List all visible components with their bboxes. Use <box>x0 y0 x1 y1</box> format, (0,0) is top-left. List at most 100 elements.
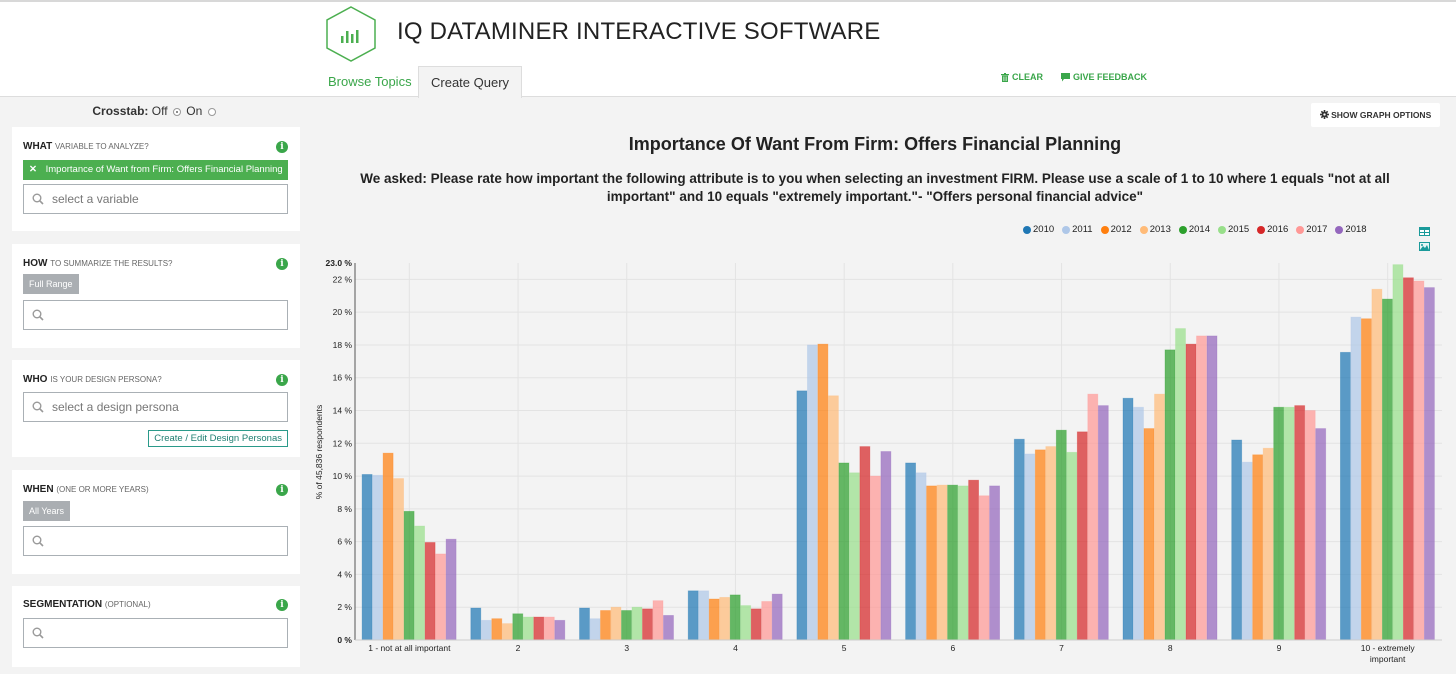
bar-2014-1[interactable] <box>403 510 415 641</box>
years-search-input[interactable] <box>52 534 272 548</box>
summary-chip[interactable]: Full Range <box>23 274 79 294</box>
bar-2016-1[interactable] <box>424 542 436 641</box>
info-icon[interactable]: i <box>276 141 288 153</box>
bar-2010-1[interactable] <box>361 474 373 641</box>
bar-2015-5[interactable] <box>849 472 860 641</box>
bar-2018-5[interactable] <box>880 451 892 641</box>
bar-2013-7[interactable] <box>1045 446 1057 641</box>
bar-2015-1[interactable] <box>414 525 426 641</box>
bar-2013-6[interactable] <box>936 484 948 641</box>
bar-2016-8[interactable] <box>1185 343 1197 641</box>
give-feedback-button[interactable]: GIVE FEEDBACK <box>1061 72 1147 82</box>
bar-2014-8[interactable] <box>1164 349 1176 641</box>
bar-2010-8[interactable] <box>1122 397 1134 641</box>
bar-2010-4[interactable] <box>687 590 699 641</box>
bar-2014-4[interactable] <box>729 594 741 641</box>
variable-search-input[interactable] <box>52 192 272 206</box>
crosstab-on-radio[interactable] <box>207 107 216 116</box>
bar-2016-7[interactable] <box>1076 431 1088 641</box>
bar-2013-5[interactable] <box>828 395 839 641</box>
image-export-icon[interactable] <box>1419 242 1430 251</box>
bar-2012-7[interactable] <box>1034 449 1046 641</box>
bar-2015-7[interactable] <box>1066 451 1078 641</box>
bar-2015-8[interactable] <box>1175 328 1186 641</box>
tab-browse-topics[interactable]: Browse Topics <box>328 74 412 89</box>
legend-item-2017[interactable]: 2017 <box>1296 224 1327 235</box>
bar-2012-6[interactable] <box>926 485 937 641</box>
summary-search-input[interactable] <box>52 308 272 322</box>
bar-2012-8[interactable] <box>1143 428 1155 641</box>
bar-2017-10[interactable] <box>1413 280 1425 641</box>
bar-2017-5[interactable] <box>870 475 881 641</box>
bar-2016-2[interactable] <box>533 616 545 641</box>
bar-2013-9[interactable] <box>1262 447 1274 641</box>
segmentation-search-input[interactable] <box>52 626 272 640</box>
bar-2010-2[interactable] <box>470 607 482 641</box>
persona-search[interactable] <box>23 392 288 422</box>
variable-search[interactable] <box>23 184 288 214</box>
years-chip[interactable]: All Years <box>23 501 71 521</box>
bar-2016-10[interactable] <box>1403 277 1414 641</box>
bar-2010-5[interactable] <box>796 390 808 641</box>
bar-2011-10[interactable] <box>1350 316 1362 641</box>
bar-2017-1[interactable] <box>435 553 447 641</box>
clear-button[interactable]: CLEAR <box>1001 72 1043 82</box>
bar-2012-4[interactable] <box>708 598 720 641</box>
bar-2012-9[interactable] <box>1252 454 1264 641</box>
bar-2013-1[interactable] <box>393 478 405 641</box>
bar-2013-2[interactable] <box>501 623 513 641</box>
tab-create-query[interactable]: Create Query <box>418 66 523 98</box>
bar-2011-1[interactable] <box>372 474 384 641</box>
bar-2015-4[interactable] <box>740 605 752 641</box>
remove-variable-icon[interactable]: ✕ <box>29 164 37 175</box>
bar-2014-7[interactable] <box>1055 429 1067 641</box>
bar-2011-8[interactable] <box>1133 406 1144 641</box>
legend-item-2014[interactable]: 2014 <box>1178 224 1210 235</box>
bar-2016-3[interactable] <box>642 608 653 641</box>
bar-2014-10[interactable] <box>1382 298 1393 641</box>
legend-item-2012[interactable]: 2012 <box>1100 224 1132 235</box>
bar-2014-2[interactable] <box>512 613 524 641</box>
bar-2010-6[interactable] <box>905 462 916 641</box>
legend-item-2010[interactable]: 2010 <box>1023 224 1054 235</box>
bar-2011-9[interactable] <box>1241 461 1253 641</box>
crosstab-off-radio[interactable] <box>172 107 181 116</box>
bar-2018-6[interactable] <box>989 485 1000 641</box>
bar-2015-2[interactable] <box>522 616 534 641</box>
bar-2011-7[interactable] <box>1024 453 1036 641</box>
bar-2012-5[interactable] <box>817 343 829 641</box>
bar-2011-5[interactable] <box>807 344 818 641</box>
bar-2018-7[interactable] <box>1097 405 1109 641</box>
bar-2013-10[interactable] <box>1371 288 1383 641</box>
info-icon[interactable]: i <box>276 599 288 611</box>
years-search[interactable] <box>23 526 288 556</box>
table-view-icon[interactable] <box>1419 227 1430 236</box>
bar-2018-8[interactable] <box>1206 335 1218 641</box>
segmentation-search[interactable] <box>23 618 288 648</box>
info-icon[interactable]: i <box>276 484 288 496</box>
bar-2010-3[interactable] <box>579 607 590 641</box>
bar-2015-10[interactable] <box>1392 264 1404 641</box>
bar-2014-9[interactable] <box>1273 406 1285 641</box>
show-graph-options-button[interactable]: SHOW GRAPH OPTIONS <box>1311 103 1440 127</box>
bar-2014-3[interactable] <box>621 610 632 641</box>
create-edit-personas-button[interactable]: Create / Edit Design Personas <box>148 430 288 447</box>
bar-2010-7[interactable] <box>1013 438 1025 641</box>
bar-2014-5[interactable] <box>838 462 850 641</box>
legend-item-2018[interactable]: 2018 <box>1335 224 1367 235</box>
bar-2014-6[interactable] <box>947 484 958 641</box>
bar-2016-6[interactable] <box>968 479 979 641</box>
bar-2012-2[interactable] <box>491 618 503 641</box>
persona-search-input[interactable] <box>52 400 272 414</box>
bar-2017-3[interactable] <box>652 600 664 641</box>
bar-2017-2[interactable] <box>543 616 555 641</box>
bar-2016-4[interactable] <box>750 608 762 641</box>
bar-2017-9[interactable] <box>1304 410 1316 641</box>
bar-2018-1[interactable] <box>445 538 457 641</box>
bar-2015-3[interactable] <box>631 606 643 641</box>
bar-2013-3[interactable] <box>610 606 622 641</box>
bar-2012-1[interactable] <box>382 452 394 641</box>
summary-search[interactable] <box>23 300 288 330</box>
bar-2011-6[interactable] <box>915 472 927 641</box>
legend-item-2015[interactable]: 2015 <box>1218 224 1249 235</box>
